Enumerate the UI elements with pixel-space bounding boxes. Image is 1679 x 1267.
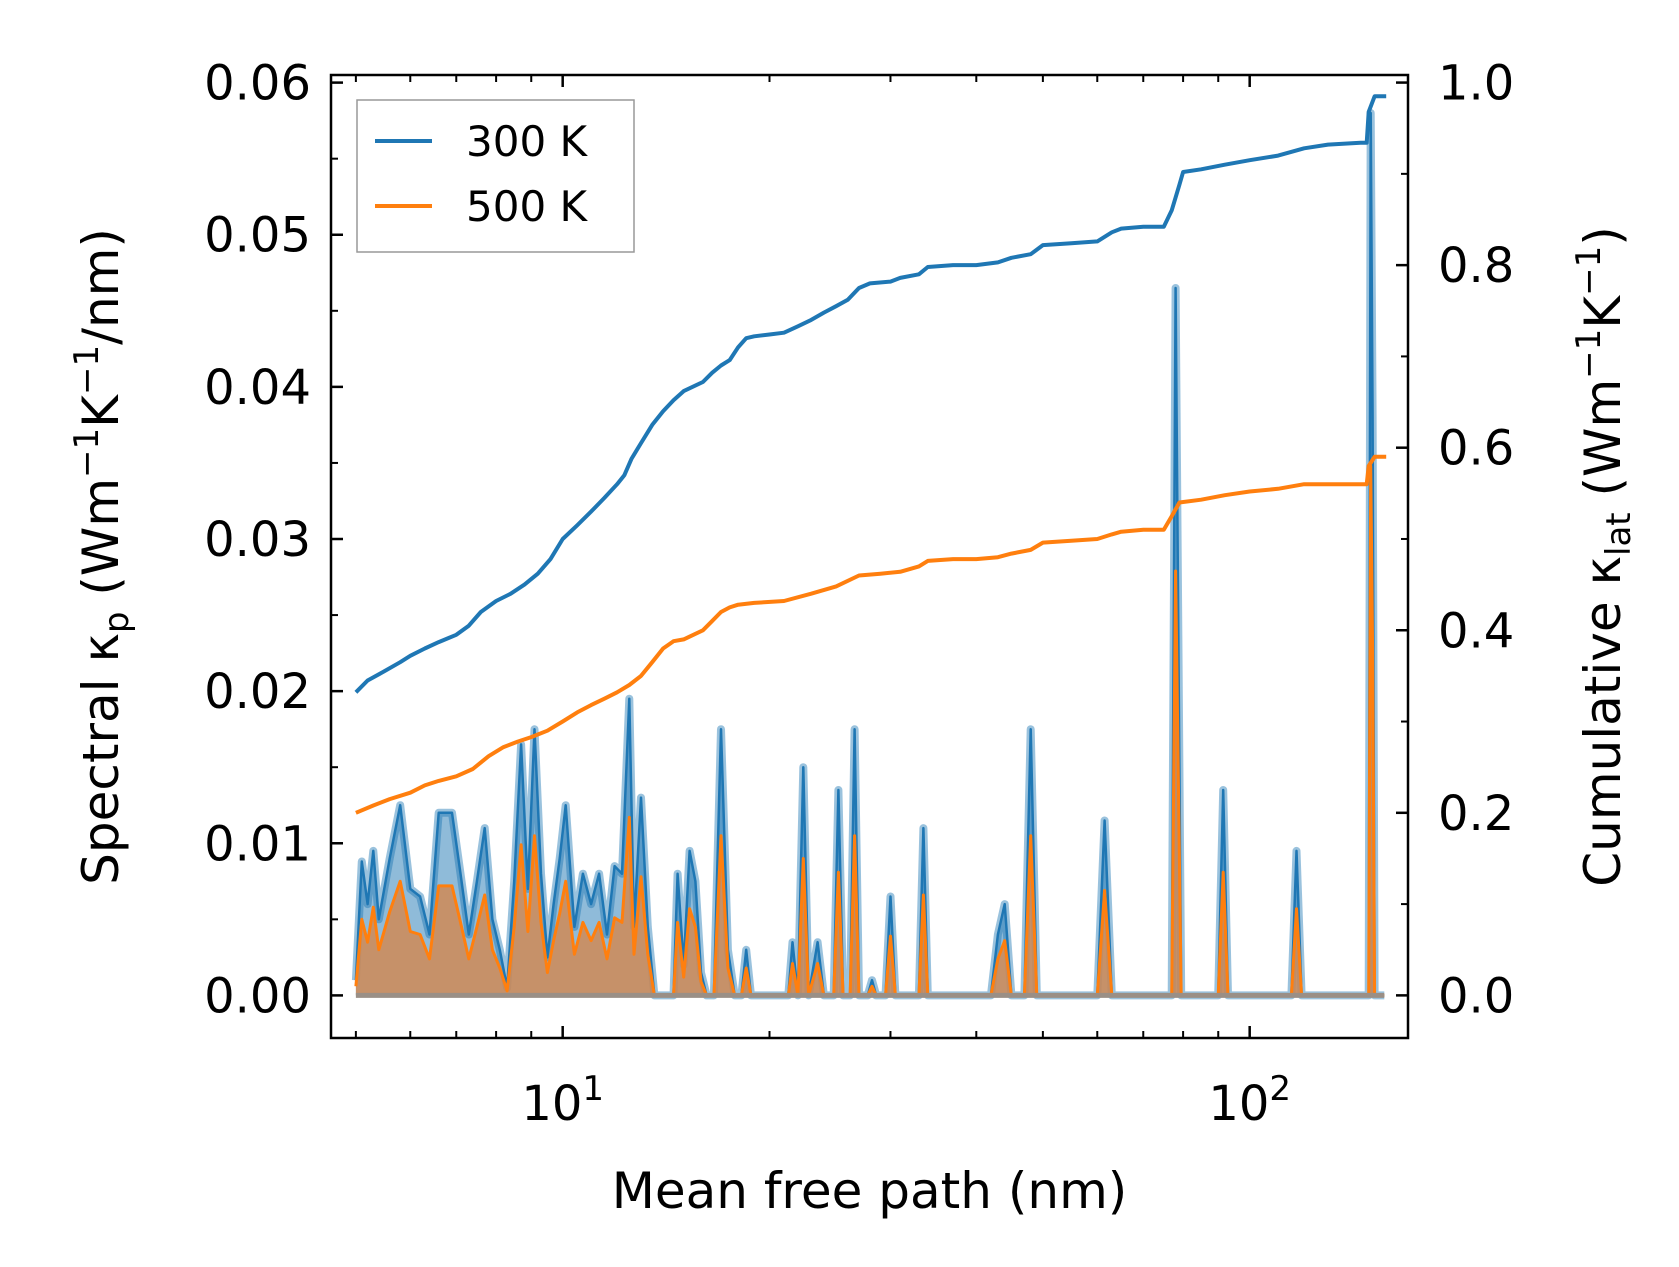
x-tick-label-exponent: 2 — [1269, 1069, 1291, 1109]
left-y-tick-label: 0.05 — [204, 208, 311, 264]
data-layer — [351, 94, 1387, 1000]
right-y-tick-label: 0.4 — [1438, 603, 1514, 659]
right-y-axis-title-unit-suffix: ) — [1574, 226, 1632, 246]
x-tick-label-base: 10 — [521, 1076, 582, 1132]
right-y-axis-title-subscript: lat — [1599, 512, 1639, 556]
legend: 300 K 500 K — [356, 99, 635, 253]
cumulative-line-300k — [354, 94, 1387, 694]
right-y-axis-title-unit-mid: K — [1574, 295, 1632, 329]
left-y-tick-label: 0.04 — [204, 360, 311, 416]
right-y-axis-title-superscript-2: −1 — [1569, 246, 1609, 296]
left-y-tick-label: 0.03 — [204, 512, 311, 568]
legend-label-500k: 500 K — [466, 182, 589, 231]
legend-box — [356, 99, 635, 253]
right-y-tick-label: 0.0 — [1438, 968, 1514, 1024]
tick-layer: 0.00 0.01 0.02 0.03 0.04 0.05 0.06 0.0 0.2 0.4 0.6… — [204, 56, 1514, 1132]
plot-frame — [329, 73, 1410, 1040]
x-tick-label: 101 — [521, 1069, 604, 1132]
right-y-axis-title-superscript-1: −1 — [1569, 329, 1609, 379]
legend-label-300k: 300 K — [466, 117, 589, 166]
left-y-tick-label: 0.01 — [204, 816, 311, 872]
spectral-line-300k — [354, 111, 1385, 997]
x-tick-label: 102 — [1208, 1069, 1291, 1132]
right-y-axis-title: Cumulative κlat (Wm−1K−1) — [1569, 226, 1639, 886]
left-y-axis-title-unit-mid: K — [72, 394, 130, 428]
left-y-tick-label: 0.02 — [204, 664, 311, 720]
left-y-tick-label: 0.00 — [204, 968, 311, 1024]
right-y-tick-label: 1.0 — [1438, 56, 1514, 112]
right-y-axis-title-unit-prefix: (Wm — [1574, 379, 1632, 513]
cumulative-line-500k — [355, 454, 1387, 815]
spectral-area-300k — [355, 113, 1385, 996]
left-y-axis-title-subscript: p — [97, 611, 137, 633]
left-y-axis-title-unit-suffix: /nm) — [72, 228, 130, 345]
left-y-axis-title-superscript-1: −1 — [67, 428, 107, 478]
right-y-tick-label: 0.6 — [1438, 421, 1514, 477]
left-y-tick-label: 0.06 — [204, 56, 311, 112]
right-y-tick-label: 0.8 — [1438, 238, 1514, 294]
spectral-area-500k — [355, 466, 1385, 996]
left-y-axis-title: Spectral κp (Wm−1K−1/nm) — [67, 228, 137, 885]
spectral-line-500k — [354, 464, 1385, 997]
right-y-axis-title-main: Cumulative κ — [1574, 556, 1632, 887]
x-tick-label-exponent: 1 — [582, 1069, 604, 1109]
axis-label-layer: Mean free path (nm) Spectral κp (Wm−1K−1… — [67, 226, 1639, 1220]
x-tick-label-base: 10 — [1208, 1076, 1269, 1132]
left-y-axis-title-superscript-2: −1 — [67, 345, 107, 395]
right-y-tick-label: 0.2 — [1438, 786, 1514, 842]
left-y-axis-title-unit-prefix: (Wm — [72, 478, 130, 612]
x-axis-title: Mean free path (nm) — [612, 1162, 1128, 1220]
left-y-axis-title-main: Spectral κ — [72, 633, 130, 885]
